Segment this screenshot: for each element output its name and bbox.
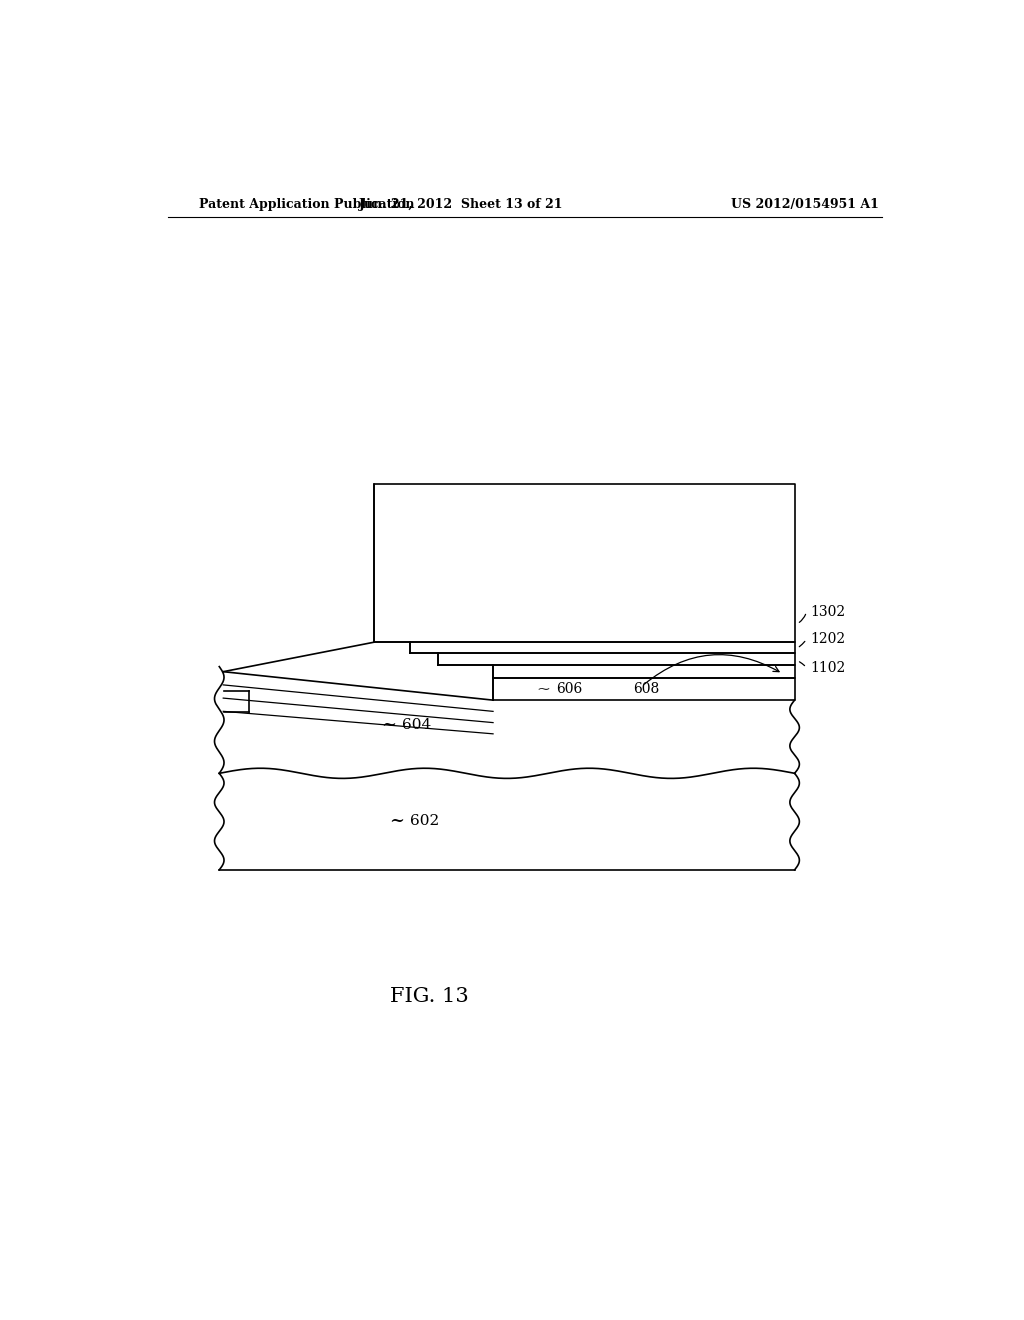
Text: 602: 602 bbox=[410, 814, 439, 828]
Text: 1102: 1102 bbox=[811, 660, 846, 675]
Text: 608: 608 bbox=[634, 682, 659, 696]
Text: ~: ~ bbox=[381, 715, 396, 734]
Text: FIG. 13: FIG. 13 bbox=[390, 987, 469, 1006]
Text: Patent Application Publication: Patent Application Publication bbox=[200, 198, 415, 211]
Text: 1302: 1302 bbox=[811, 605, 846, 619]
Text: 1202: 1202 bbox=[811, 632, 846, 647]
Text: ~: ~ bbox=[536, 681, 550, 697]
Text: Jun. 21, 2012  Sheet 13 of 21: Jun. 21, 2012 Sheet 13 of 21 bbox=[359, 198, 563, 211]
Text: ~: ~ bbox=[389, 812, 403, 830]
Text: US 2012/0154951 A1: US 2012/0154951 A1 bbox=[731, 198, 879, 211]
Text: 606: 606 bbox=[557, 682, 583, 696]
Text: 604: 604 bbox=[401, 718, 431, 731]
